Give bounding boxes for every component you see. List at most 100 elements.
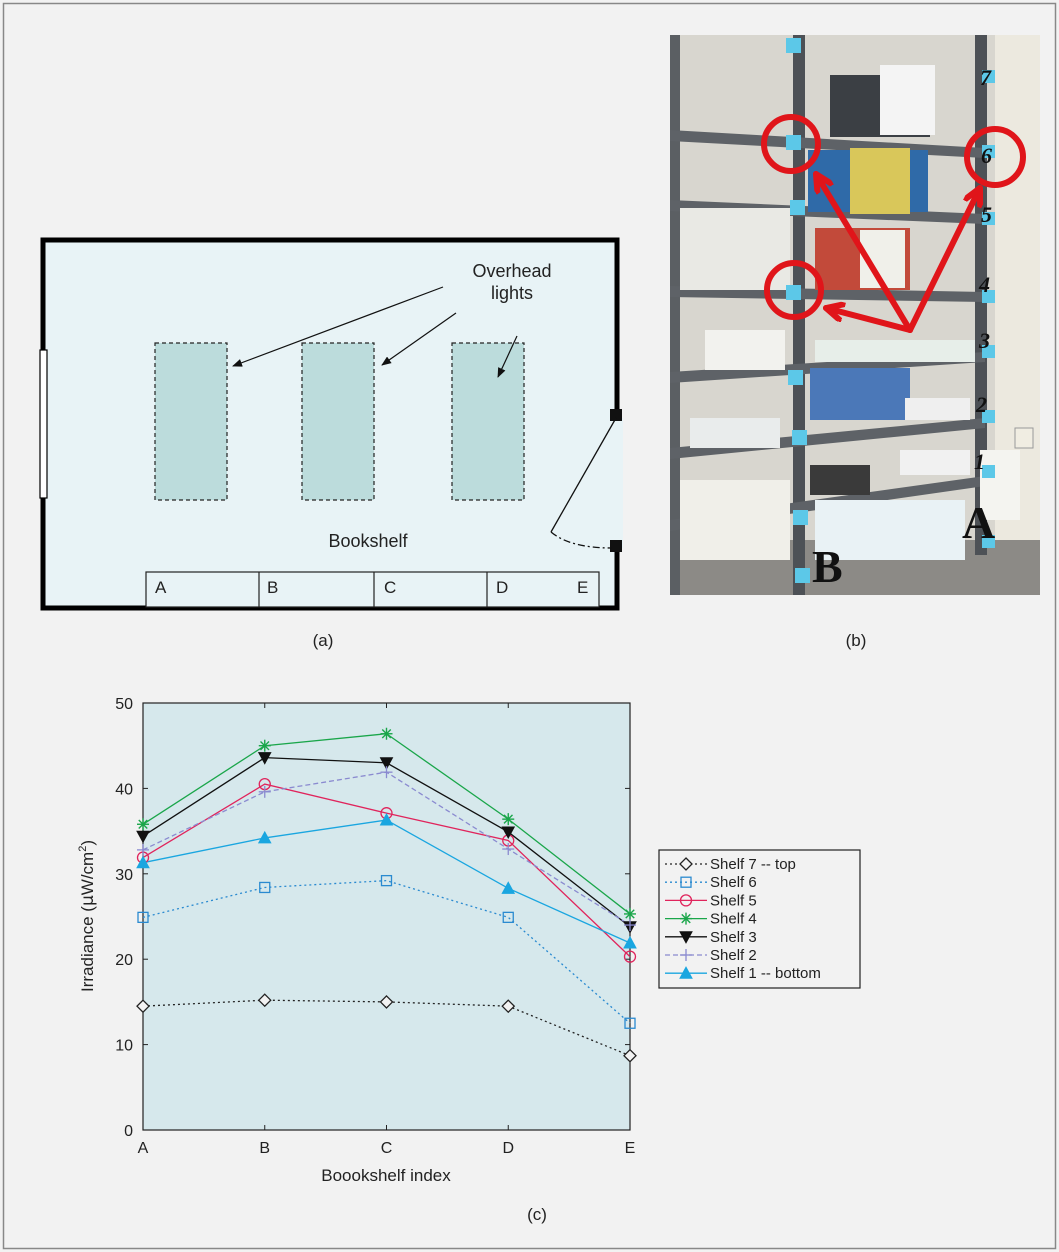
caption-b: (b)	[846, 631, 867, 650]
data-point	[136, 999, 150, 1014]
legend-marker	[679, 894, 693, 907]
window	[39, 349, 48, 499]
sensor-tag	[982, 345, 995, 358]
data-point	[623, 950, 637, 963]
shelf-number-3: 3	[978, 328, 990, 353]
data-point	[624, 919, 636, 932]
legend-label: Shelf 6	[710, 874, 757, 891]
sensor-tag	[786, 38, 801, 53]
data-point	[258, 739, 271, 752]
data-point	[137, 843, 149, 856]
books-row-3	[810, 368, 910, 420]
data-point	[257, 830, 272, 844]
binders-left	[680, 208, 790, 290]
data-point	[379, 812, 394, 826]
sensor-tag	[795, 568, 810, 583]
section-label-b: B	[267, 578, 278, 597]
legend-marker	[679, 966, 693, 979]
section-label-a: A	[155, 578, 167, 597]
shelf-number-4: 4	[978, 272, 990, 297]
books-row-1	[810, 465, 870, 495]
photo-label-b: B	[812, 541, 843, 592]
data-point	[502, 813, 515, 826]
series-markers	[136, 727, 637, 1063]
overhead-light-2	[301, 342, 375, 501]
data-point	[501, 999, 516, 1014]
y-tick-label: 30	[115, 867, 133, 884]
data-point	[137, 818, 149, 831]
sensor-tag	[792, 430, 807, 445]
papers-top	[880, 65, 935, 135]
bookshelf-label: Bookshelf	[328, 531, 408, 551]
data-point	[136, 855, 150, 869]
sensor-tag	[982, 410, 995, 423]
papers-row-2b	[905, 398, 970, 420]
data-point	[379, 757, 394, 770]
caption-a: (a)	[313, 631, 334, 650]
data-point	[623, 935, 637, 949]
sensor-tag	[982, 535, 995, 548]
shelf-number-2: 2	[975, 392, 987, 417]
data-point	[624, 1017, 636, 1029]
waste-basket	[980, 450, 1020, 520]
y-axis-label: Irradiance (μW/cm2)	[77, 840, 98, 992]
x-tick-label: D	[502, 1140, 514, 1157]
overhead-light-1	[154, 342, 228, 501]
photo-label-a: A	[962, 497, 995, 548]
sensor-tag	[982, 290, 995, 303]
legend-marker	[680, 876, 692, 888]
sensor-tag	[982, 70, 995, 83]
y-tick-label: 10	[115, 1038, 133, 1055]
shelf-board-3	[670, 418, 985, 459]
data-point	[501, 881, 516, 894]
sensor-tag	[790, 200, 805, 215]
data-point	[137, 911, 149, 924]
red-arrow-to-top-left	[813, 171, 913, 333]
x-axis-label: Boookshelf index	[321, 1166, 451, 1185]
shelf-upright-left	[670, 35, 680, 595]
y-tick-label: 0	[124, 1123, 133, 1140]
data-point	[259, 881, 271, 894]
shelf-number-5: 5	[981, 202, 992, 227]
series-line-1	[142, 999, 631, 1057]
door-hinge-top	[610, 409, 622, 421]
overhead-light-3	[451, 342, 525, 501]
legend-marker	[679, 931, 693, 944]
data-point	[258, 785, 271, 798]
bookshelf-outline	[145, 571, 600, 608]
x-tick-label: E	[625, 1140, 636, 1157]
data-point	[380, 766, 393, 779]
shelf-number-1: 1	[974, 449, 985, 474]
legend-marker	[680, 912, 692, 925]
legend-marker	[679, 857, 693, 871]
data-point	[380, 874, 393, 887]
x-tick-label: A	[138, 1140, 149, 1157]
legend-label: Shelf 5	[710, 892, 757, 909]
legend-label: Shelf 2	[710, 947, 757, 964]
x-tick-label: C	[381, 1140, 393, 1157]
papers-row-1	[900, 450, 970, 475]
red-arrow-to-right	[907, 185, 980, 333]
wall-outlet	[1014, 427, 1034, 449]
door-hinge-bottom	[610, 540, 622, 552]
data-point	[380, 727, 393, 740]
data-point	[502, 911, 514, 924]
door-swing-arc	[550, 531, 613, 549]
door-opening	[613, 418, 623, 548]
x-tick-label: B	[259, 1140, 270, 1157]
irradiance-chart: 0 10 20 30 40 50 A B C D E Boookshelf index Irradi…	[77, 696, 861, 1185]
y-tick-label: 40	[115, 781, 133, 798]
legend-label: Shelf 4	[710, 911, 757, 928]
legend-label: Shelf 3	[710, 929, 757, 946]
sensor-tag	[982, 212, 995, 225]
data-point	[136, 830, 150, 844]
pointer-arrow-2	[381, 312, 457, 366]
overhead-lights-label-2: lights	[491, 283, 533, 303]
highlight-circle-right	[964, 126, 1026, 188]
pointer-arrow-3	[497, 335, 518, 378]
sensor-tag	[786, 135, 801, 150]
bookshelf-photo: 7 6 5 4 3 2 1 A B	[670, 35, 1040, 595]
sensor-tag	[786, 285, 801, 300]
